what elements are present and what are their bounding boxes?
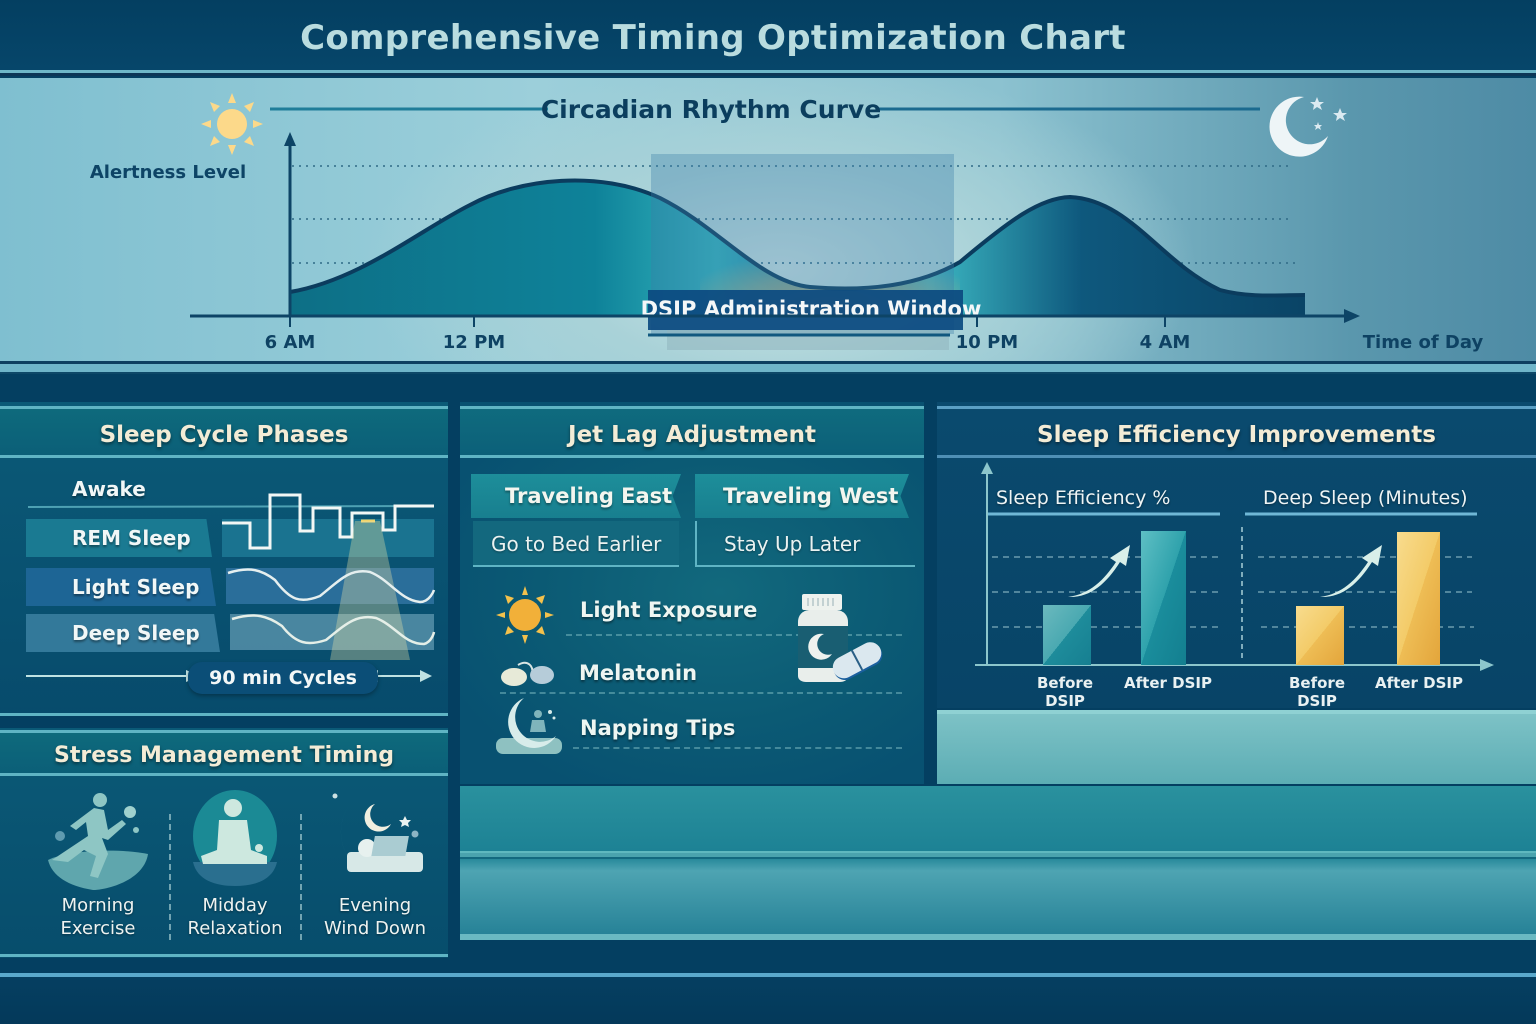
alertness-curve bbox=[289, 178, 1306, 298]
separator bbox=[169, 814, 171, 940]
tip-light-exposure: Light Exposure bbox=[580, 598, 758, 622]
phase-light: Light Sleep bbox=[26, 568, 216, 606]
divider bbox=[500, 692, 902, 694]
x-ticks bbox=[289, 316, 1166, 327]
tip-melatonin: Melatonin bbox=[579, 661, 698, 685]
divider bbox=[0, 70, 1536, 73]
tick-10pm: 10 PM bbox=[956, 332, 1018, 353]
x-label-before: Before DSIP bbox=[1288, 674, 1345, 710]
stress-label-morning: Morning Exercise bbox=[38, 894, 158, 940]
stress-item-midday: Midday Relaxation bbox=[175, 790, 295, 939]
circadian-title: Circadian Rhythm Curve bbox=[541, 95, 881, 124]
light-sleep-wave bbox=[227, 568, 436, 604]
stress-label-line2: Relaxation bbox=[187, 918, 283, 939]
x-label-before: Before DSIP bbox=[1036, 674, 1093, 710]
decorative-divider bbox=[460, 934, 1536, 940]
chart-title-efficiency: Sleep Efficiency % bbox=[996, 487, 1171, 509]
running-person-icon bbox=[48, 793, 148, 890]
dsip-window-band bbox=[648, 290, 963, 330]
decorative-band bbox=[937, 710, 1536, 784]
moon-stars-icon bbox=[1269, 96, 1347, 157]
sleeping-moon-icon bbox=[332, 793, 423, 881]
tick-12pm: 12 PM bbox=[443, 332, 505, 353]
stress-item-morning: Morning Exercise bbox=[38, 790, 158, 939]
sleep-cycle-graphic bbox=[26, 493, 436, 682]
y-axis-label: Alertness Level bbox=[90, 162, 246, 183]
divider bbox=[0, 954, 448, 957]
dsip-window-shadow bbox=[667, 330, 949, 350]
decorative-divider bbox=[460, 851, 1536, 859]
trend-arrow-icon bbox=[1320, 545, 1382, 598]
jet-lag-panel: Jet Lag Adjustment bbox=[460, 402, 924, 784]
efficiency-charts bbox=[975, 462, 1494, 671]
trend-arrow-icon bbox=[1068, 545, 1130, 598]
pills-icon bbox=[501, 661, 554, 686]
y-axis-arrow-icon bbox=[284, 132, 296, 146]
light-band bbox=[226, 568, 434, 604]
cycle-duration-badge: 90 min Cycles bbox=[188, 662, 378, 694]
tick-6am: 6 AM bbox=[265, 332, 316, 353]
divider bbox=[0, 364, 1536, 372]
x-label-after: After DSIP bbox=[1375, 674, 1463, 692]
sun-icon bbox=[201, 93, 263, 155]
sleep-cycle-title: Sleep Cycle Phases bbox=[0, 406, 448, 458]
jet-lag-title: Jet Lag Adjustment bbox=[460, 406, 924, 458]
rem-band bbox=[222, 519, 434, 557]
bar-deep-after bbox=[1397, 532, 1440, 665]
advice-stay-up-later: Stay Up Later bbox=[695, 521, 915, 567]
divider bbox=[573, 747, 902, 749]
sun-icon bbox=[496, 586, 554, 644]
x-axis-arrow-icon bbox=[1344, 309, 1360, 323]
stress-label-line2: Exercise bbox=[60, 918, 136, 939]
x-label-after: After DSIP bbox=[1124, 674, 1212, 692]
stress-label-line2: Wind Down bbox=[324, 918, 426, 939]
stress-title: Stress Management Timing bbox=[0, 730, 448, 776]
bar-efficiency-before bbox=[1043, 605, 1091, 665]
circadian-chart: Circadian Rhythm Curve Alertness Leve bbox=[90, 93, 1484, 353]
circadian-rhythm-section: Circadian Rhythm Curve Alertness Leve bbox=[0, 78, 1536, 362]
gridlines bbox=[292, 165, 1295, 264]
divider bbox=[566, 634, 902, 636]
stress-item-evening: Evening Wind Down bbox=[315, 790, 435, 939]
stress-label-evening: Evening Wind Down bbox=[315, 894, 435, 940]
medicine-bottle-icon bbox=[798, 594, 883, 682]
bar-deep-before bbox=[1296, 606, 1344, 665]
y-axis-arrow-icon bbox=[981, 462, 993, 474]
divider bbox=[0, 73, 1536, 76]
advice-go-to-bed-earlier: Go to Bed Earlier bbox=[473, 521, 679, 567]
meditation-icon bbox=[193, 790, 277, 886]
phase-rem: REM Sleep bbox=[26, 519, 212, 557]
alertness-area bbox=[290, 180, 1305, 316]
hypnogram-line bbox=[222, 493, 434, 550]
stress-label-line1: Evening bbox=[338, 895, 412, 916]
tab-traveling-west[interactable]: Traveling West bbox=[695, 474, 909, 518]
decorative-band bbox=[460, 786, 1536, 940]
stress-label-midday: Midday Relaxation bbox=[175, 894, 295, 940]
x-axis-arrow-icon bbox=[1480, 659, 1494, 671]
stress-label-line1: Morning bbox=[61, 895, 135, 916]
divider bbox=[0, 372, 1536, 374]
x-axis-label: Time of Day bbox=[1363, 332, 1484, 353]
title-bar: Comprehensive Timing Optimization Chart bbox=[0, 0, 1536, 70]
stress-label-line1: Midday bbox=[202, 895, 268, 916]
bar-efficiency-after bbox=[1141, 531, 1186, 665]
chart-title-deep-sleep: Deep Sleep (Minutes) bbox=[1263, 487, 1468, 509]
deep-band bbox=[230, 614, 434, 650]
tab-traveling-east[interactable]: Traveling East bbox=[471, 474, 681, 518]
efficiency-title: Sleep Efficiency Improvements bbox=[937, 406, 1536, 458]
page-title: Comprehensive Timing Optimization Chart bbox=[300, 18, 1126, 58]
tick-4am: 4 AM bbox=[1140, 332, 1191, 353]
arrow-right-icon bbox=[420, 670, 432, 682]
footer-divider bbox=[0, 973, 1536, 977]
deep-sleep-wave bbox=[231, 614, 436, 646]
phase-deep: Deep Sleep bbox=[26, 614, 220, 652]
tip-napping: Napping Tips bbox=[580, 716, 736, 740]
footer bbox=[0, 977, 1536, 1024]
divider bbox=[0, 361, 1536, 364]
separator bbox=[300, 814, 302, 940]
divider bbox=[0, 713, 448, 716]
phase-awake: Awake bbox=[72, 477, 146, 501]
moon-nap-icon bbox=[496, 698, 562, 754]
awake-line bbox=[27, 505, 435, 508]
